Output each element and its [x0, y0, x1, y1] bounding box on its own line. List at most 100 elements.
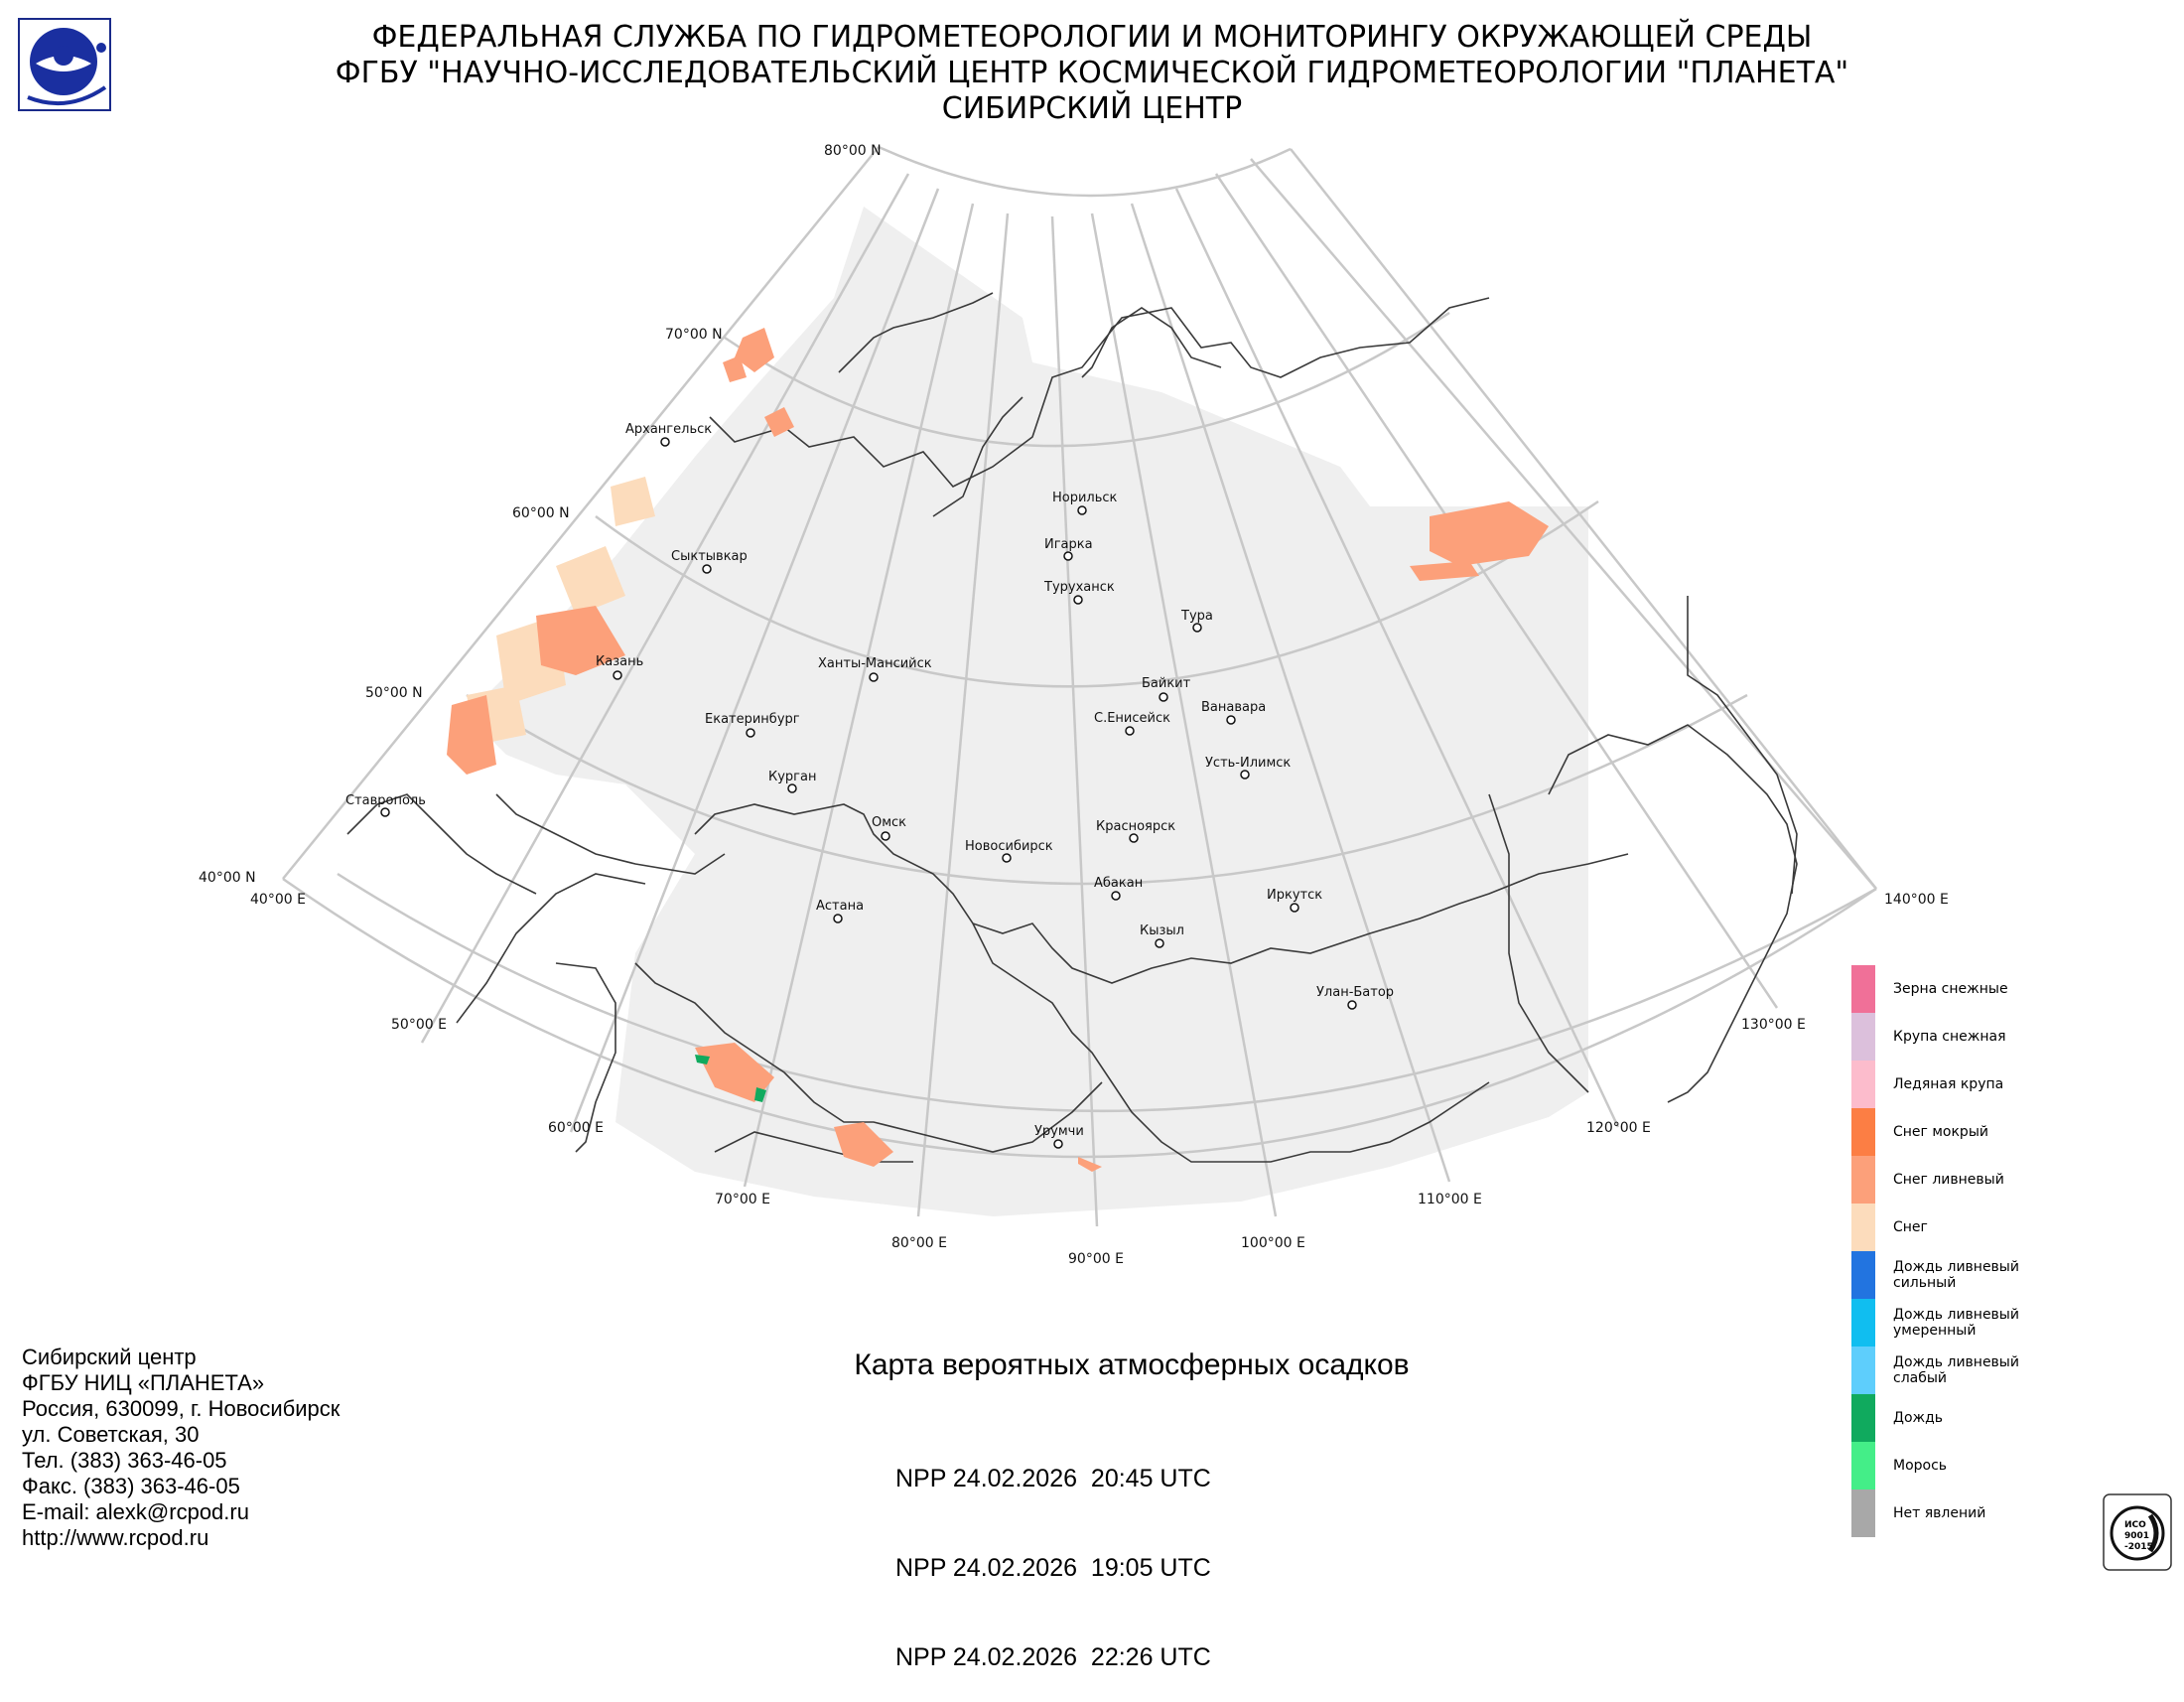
city-label: Красноярск [1096, 819, 1175, 834]
legend-item: Снег мокрый [1851, 1108, 2169, 1156]
address-line: Сибирский центр [22, 1345, 197, 1369]
city-label: Омск [872, 815, 906, 830]
city-label: С.Енисейск [1094, 711, 1170, 726]
pass-line: NPP 24.02.2026 20:45 UTC [895, 1465, 1211, 1492]
map-title: Карта вероятных атмосферных осадков [854, 1348, 1410, 1381]
legend-swatch [1851, 1394, 1875, 1442]
legend-label: Ледяная крупа [1893, 1076, 2004, 1092]
city-label: Екатеринбург [705, 712, 800, 727]
map-frame [282, 145, 1877, 1159]
pass-line: NPP 24.02.2026 22:26 UTC [895, 1643, 1211, 1671]
lon-label-90: 90°00 E [1068, 1251, 1124, 1267]
latitude-grid [337, 311, 1877, 1112]
planeta-logo [18, 18, 111, 111]
legend-swatch [1851, 1204, 1875, 1251]
address-line: Факс. (383) 363-46-05 [22, 1474, 240, 1498]
legend-swatch [1851, 1251, 1875, 1299]
legend-label: Дождь [1893, 1410, 1944, 1426]
address-line: Россия, 630099, г. Новосибирск [22, 1396, 341, 1421]
legend-label: Нет явлений [1893, 1505, 1986, 1521]
lon-label-70: 70°00 E [715, 1192, 770, 1207]
city-label: Ханты-Мансийск [818, 656, 932, 671]
city-label: Тура [1180, 609, 1213, 624]
legend-label: Крупа снежная [1893, 1029, 2006, 1045]
lon-label-80: 80°00 E [891, 1235, 947, 1251]
legend-item: Ледяная крупа [1851, 1061, 2169, 1108]
legend-item: Зерна снежные [1851, 965, 2169, 1013]
city-label: Улан-Батор [1316, 985, 1394, 1000]
legend-item: Снег ливневый [1851, 1156, 2169, 1204]
header-line-3: СИБИРСКИЙ ЦЕНТР [941, 91, 1243, 126]
lat-label-70: 70°00 N [665, 327, 723, 343]
legend-swatch [1851, 1347, 1875, 1394]
contact-address: Сибирский центр ФГБУ НИЦ «ПЛАНЕТА» Росси… [22, 1345, 340, 1551]
lon-label-100: 100°00 E [1241, 1235, 1305, 1251]
city-markers [380, 437, 1357, 1149]
city-label: Сыктывкар [671, 549, 748, 564]
legend-swatch [1851, 1013, 1875, 1061]
legend-swatch [1851, 1442, 1875, 1489]
lon-label-130: 130°00 E [1741, 1017, 1806, 1033]
email-link[interactable]: E-mail: alexk@rcpod.ru [22, 1499, 249, 1524]
city-label: Новосибирск [965, 839, 1053, 854]
city-label: Архангельск [625, 422, 712, 437]
lon-label-120: 120°00 E [1586, 1120, 1651, 1136]
website-link[interactable]: http://www.rcpod.ru [22, 1525, 209, 1550]
lon-label-50: 50°00 E [391, 1017, 447, 1033]
lon-label-140: 140°00 E [1884, 892, 1949, 908]
precipitation-map: 80°00 N 70°00 N 60°00 N 50°00 N 40°00 N … [199, 143, 1949, 1267]
legend-label: Дождь ливневый умеренный [1893, 1307, 2019, 1339]
city-label: Урумчи [1034, 1124, 1084, 1139]
lon-label-40: 40°00 E [250, 892, 306, 908]
city-label: Усть-Илимск [1205, 756, 1291, 771]
city-label: Астана [816, 899, 864, 914]
city-label: Игарка [1044, 537, 1093, 552]
precipitation-areas [447, 328, 1549, 1172]
legend-swatch [1851, 1108, 1875, 1156]
iso-text: -2015 [2124, 1542, 2153, 1552]
legend-item: Морось [1851, 1442, 2169, 1489]
legend-item: Снег [1851, 1204, 2169, 1251]
swath-coverage [467, 207, 1588, 1216]
city-label: Курган [768, 770, 816, 784]
city-label: Байкит [1142, 676, 1191, 691]
coastlines-and-borders [346, 292, 1798, 1163]
city-label: Абакан [1094, 876, 1143, 891]
legend-item: Дождь [1851, 1394, 2169, 1442]
city-label: Казань [596, 654, 643, 669]
city-label: Иркутск [1267, 888, 1322, 903]
address-line: ул. Советская, 30 [22, 1422, 200, 1447]
legend-swatch [1851, 1489, 1875, 1537]
iso-text: ИСО [2124, 1520, 2146, 1530]
pass-line: NPP 24.02.2026 19:05 UTC [895, 1554, 1211, 1582]
legend-swatch [1851, 965, 1875, 1013]
iso-text: 9001 [2124, 1531, 2149, 1541]
header-line-2: ФГБУ "НАУЧНО-ИССЛЕДОВАТЕЛЬСКИЙ ЦЕНТР КОС… [335, 56, 1849, 90]
lat-label-40: 40°00 N [199, 870, 256, 886]
legend-item: Дождь ливневый сильный [1851, 1251, 2169, 1299]
city-label: Норильск [1052, 491, 1118, 505]
lat-label-60: 60°00 N [512, 505, 570, 521]
legend-item: Нет явлений [1851, 1489, 2169, 1537]
address-line: Тел. (383) 363-46-05 [22, 1448, 227, 1473]
legend-label: Морось [1893, 1458, 1948, 1474]
lat-label-80: 80°00 N [824, 143, 882, 159]
city-label: Ставрополь [345, 793, 426, 808]
lon-label-110: 110°00 E [1418, 1192, 1482, 1207]
satellite-passes: NPP 24.02.2026 20:45 UTC NPP 24.02.2026 … [895, 1404, 1211, 1702]
legend-label: Зерна снежные [1893, 981, 2008, 997]
legend-label: Дождь ливневый слабый [1893, 1354, 2019, 1386]
legend-label: Снег [1893, 1219, 1928, 1235]
legend-swatch [1851, 1061, 1875, 1108]
legend-item: Дождь ливневый умеренный [1851, 1299, 2169, 1347]
legend-swatch [1851, 1156, 1875, 1204]
lat-label-50: 50°00 N [365, 685, 423, 701]
legend-label: Дождь ливневый сильный [1893, 1259, 2019, 1291]
city-label: Туруханск [1043, 580, 1115, 595]
legend-label: Снег мокрый [1893, 1124, 1988, 1140]
legend-item: Дождь ливневый слабый [1851, 1347, 2169, 1394]
legend-swatch [1851, 1299, 1875, 1347]
iso-certification-badge: ИСО 9001 -2015 [2103, 1493, 2172, 1571]
legend-label: Снег ливневый [1893, 1172, 2004, 1188]
lon-label-60: 60°00 E [548, 1120, 604, 1136]
